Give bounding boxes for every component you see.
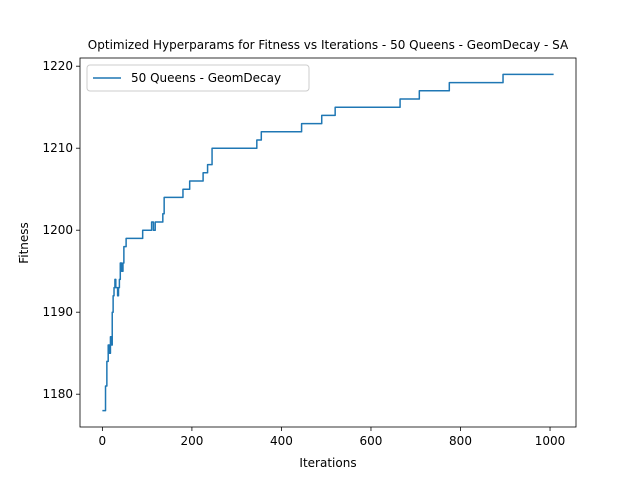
x-tick-label: 600 — [360, 434, 383, 448]
plot-area — [102, 73, 554, 412]
y-tick-label: 1200 — [42, 223, 73, 237]
chart-title: Optimized Hyperparams for Fitness vs Ite… — [88, 38, 569, 52]
y-tick-label: 1190 — [42, 305, 73, 319]
x-tick-label: 1000 — [535, 434, 566, 448]
x-tick-label: 400 — [270, 434, 293, 448]
legend-label: 50 Queens - GeomDecay — [131, 71, 281, 85]
y-axis-label: Fitness — [17, 222, 31, 264]
axis-ticks: 0 200 400 600 800 1000 1180 1190 1200 1210 1220 — [42, 59, 565, 448]
legend-box — [86, 64, 310, 92]
x-tick-label: 200 — [180, 434, 203, 448]
axes-frame — [79, 57, 577, 428]
y-tick-label: 1180 — [42, 387, 73, 401]
series-line-0 — [102, 73, 554, 412]
y-tick-label: 1210 — [42, 141, 73, 155]
y-tick-label: 1220 — [42, 59, 73, 73]
x-tick-label: 0 — [99, 434, 107, 448]
legend: 50 Queens - GeomDecay — [86, 64, 310, 92]
x-tick-label: 800 — [449, 434, 472, 448]
x-axis-label: Iterations — [299, 456, 356, 470]
